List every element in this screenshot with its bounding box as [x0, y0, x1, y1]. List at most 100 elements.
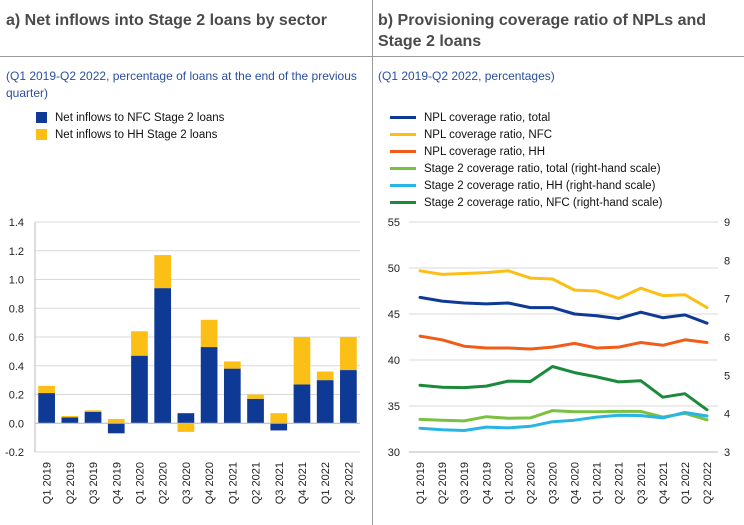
- bar-nfc: [61, 417, 79, 424]
- chart-b-xtick-label: Q3 2021: [636, 462, 648, 504]
- chart-b-ytick-label-left: 35: [388, 401, 400, 413]
- chart-a-ytick-label: -0.2: [5, 447, 24, 459]
- chart-b-xtick-label: Q1 2020: [503, 462, 515, 504]
- chart-a-xtick-label: Q3 2019: [88, 462, 100, 504]
- legend-item-s2-total: Stage 2 coverage ratio, total (right-han…: [390, 160, 662, 177]
- legend-label-npl-nfc: NPL coverage ratio, NFC: [424, 128, 553, 141]
- bar-hh: [177, 423, 195, 432]
- line-s2-total: [418, 409, 709, 423]
- bar-hh: [84, 410, 102, 412]
- chart-a-xtick-label: Q4 2020: [204, 462, 216, 504]
- legend-item-npl-hh: NPL coverage ratio, HH: [390, 143, 662, 160]
- chart-b-ytick-label-right: 9: [724, 217, 730, 229]
- chart-a-ytick-label: 0.0: [9, 418, 24, 430]
- bar-nfc: [316, 380, 334, 424]
- panel-a-legend: Net inflows to NFC Stage 2 loans Net inf…: [36, 109, 224, 143]
- bar-nfc: [293, 384, 311, 424]
- chart-a-xtick-label: Q2 2020: [158, 462, 170, 504]
- panel-b-subtitle: (Q1 2019-Q2 2022, percentages): [378, 69, 555, 83]
- bar-hh: [316, 371, 334, 381]
- legend-item-s2-nfc: Stage 2 coverage ratio, NFC (right-hand …: [390, 194, 662, 211]
- bar-nfc: [107, 423, 125, 434]
- chart-b-xtick-label: Q2 2021: [614, 462, 626, 504]
- chart-b-ytick-label-left: 55: [388, 217, 400, 229]
- chart-b-xtick-label: Q1 2019: [415, 462, 427, 504]
- legend-label-nfc: Net inflows to NFC Stage 2 loans: [55, 111, 225, 124]
- legend-swatch-s2-nfc: [390, 201, 416, 204]
- chart-a-xtick-label: Q1 2019: [42, 462, 54, 504]
- chart-b-xtick-label: Q3 2019: [459, 462, 471, 504]
- chart-a-xtick-label: Q1 2022: [320, 462, 332, 504]
- legend-label-hh: Net inflows to HH Stage 2 loans: [55, 128, 218, 141]
- bar-nfc: [223, 368, 241, 424]
- panel-a: a) Net inflows into Stage 2 loans by sec…: [0, 12, 372, 143]
- panel-b-separator: [372, 56, 744, 57]
- chart-b-ytick-label-left: 45: [388, 309, 400, 321]
- line-s2-nfc: [418, 365, 709, 412]
- chart-a-ytick-label: 0.6: [9, 332, 24, 344]
- bar-hh: [154, 255, 172, 289]
- chart-b-ytick-label-right: 5: [724, 370, 730, 382]
- panel-b-legend: NPL coverage ratio, total NPL coverage r…: [390, 109, 662, 211]
- legend-swatch-npl-total: [390, 116, 416, 119]
- legend-item-hh: Net inflows to HH Stage 2 loans: [36, 126, 224, 143]
- chart-a-xtick-label: Q1 2021: [227, 462, 239, 504]
- chart-a-ytick-label: 1.4: [9, 217, 24, 229]
- line-s2-hh: [418, 411, 709, 432]
- panel-b: b) Provisioning coverage ratio of NPLs a…: [372, 0, 744, 525]
- chart-a-xtick-label: Q2 2019: [65, 462, 77, 504]
- chart-b-xtick-label: Q3 2020: [547, 462, 559, 504]
- legend-swatch-npl-hh: [390, 150, 416, 153]
- chart-a-ytick-label: 0.2: [9, 390, 24, 402]
- legend-swatch-s2-total: [390, 167, 416, 170]
- panel-divider: [372, 0, 373, 525]
- chart-a-xtick-label: Q2 2022: [343, 462, 355, 504]
- legend-label-npl-hh: NPL coverage ratio, HH: [424, 145, 546, 158]
- chart-b-xtick-label: Q4 2021: [658, 462, 670, 504]
- chart-b-xtick-label: Q2 2019: [437, 462, 449, 504]
- bar-hh: [61, 416, 79, 418]
- bar-hh: [223, 361, 241, 369]
- legend-swatch-s2-hh: [390, 184, 416, 187]
- line-npl-nfc: [418, 269, 709, 310]
- legend-label-s2-nfc: Stage 2 coverage ratio, NFC (right-hand …: [424, 196, 663, 209]
- panel-a-subtitle: (Q1 2019-Q2 2022, percentage of loans at…: [6, 69, 357, 100]
- legend-item-nfc: Net inflows to NFC Stage 2 loans: [36, 109, 224, 126]
- panel-a-title: a) Net inflows into Stage 2 loans by sec…: [6, 12, 327, 29]
- bar-nfc: [177, 413, 195, 424]
- legend-item-s2-hh: Stage 2 coverage ratio, HH (right-hand s…: [390, 177, 662, 194]
- legend-label-npl-total: NPL coverage ratio, total: [424, 111, 551, 124]
- bar-nfc: [154, 288, 172, 424]
- legend-label-s2-hh: Stage 2 coverage ratio, HH (right-hand s…: [424, 179, 656, 192]
- chart-b-ytick-label-right: 8: [724, 255, 730, 267]
- chart-b-ytick-label-right: 6: [724, 332, 730, 344]
- bar-hh: [340, 337, 357, 371]
- chart-a-ytick-label: 1.2: [9, 246, 24, 258]
- chart-a-ytick-label: 0.4: [9, 361, 24, 373]
- chart-b-ytick-label-left: 50: [388, 263, 400, 275]
- chart-b-ytick-label-right: 4: [724, 409, 730, 421]
- legend-swatch-npl-nfc: [390, 133, 416, 136]
- chart-b-xtick-label: Q1 2022: [680, 462, 692, 504]
- chart-b-xtick-label: Q4 2019: [481, 462, 493, 504]
- bar-nfc: [340, 370, 357, 424]
- legend-swatch-nfc: [36, 112, 47, 123]
- legend-swatch-hh: [36, 129, 47, 140]
- bar-hh: [38, 385, 55, 394]
- panel-a-separator: [0, 56, 372, 57]
- chart-b-xtick-label: Q1 2021: [592, 462, 604, 504]
- line-npl-total: [418, 295, 709, 325]
- bar-nfc: [270, 423, 288, 431]
- bar-hh: [200, 319, 218, 348]
- chart-b-ytick-label-right: 7: [724, 294, 730, 306]
- bar-nfc: [131, 355, 148, 424]
- bar-nfc: [247, 398, 264, 424]
- chart-b-ytick-label-right: 3: [724, 447, 730, 459]
- chart-a-ytick-label: 0.8: [9, 303, 24, 315]
- bar-hh: [293, 337, 311, 385]
- line-npl-hh: [418, 334, 709, 351]
- bar-hh: [247, 394, 264, 399]
- bar-nfc: [200, 347, 218, 424]
